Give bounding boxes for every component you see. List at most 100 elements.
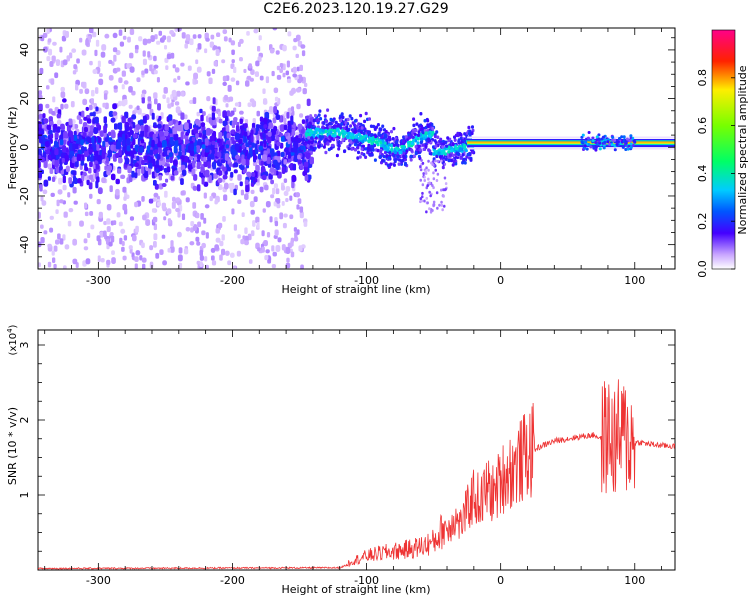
- spectrogram-cell: [602, 146, 606, 150]
- spectrogram-cell: [40, 224, 44, 229]
- spectrogram-cell: [307, 140, 311, 144]
- spectrogram-cell: [118, 149, 122, 156]
- spectrogram-cell: [257, 56, 262, 62]
- spectrogram-cell: [92, 69, 98, 74]
- spectrogram-cell: [122, 203, 128, 211]
- spectrogram-cell: [250, 69, 255, 75]
- spectrogram-cell: [410, 148, 414, 152]
- spectrogram-cell: [88, 104, 93, 111]
- x-tick-label: -100: [354, 574, 379, 587]
- spectrogram-cell: [108, 131, 112, 136]
- spectrogram-cell: [40, 237, 45, 244]
- spectrogram-cell: [349, 124, 353, 128]
- spectrogram-cell: [442, 156, 446, 160]
- spectrogram-cell: [62, 59, 68, 66]
- spectrogram-cell: [210, 152, 215, 160]
- spectrogram-cell: [239, 118, 243, 125]
- spectrogram-cell: [234, 132, 240, 141]
- spectrogram-cell: [235, 80, 240, 86]
- spectrogram-cell: [376, 123, 380, 127]
- spectrogram-cell: [63, 265, 67, 269]
- spectrogram-cell: [132, 133, 138, 139]
- spectrogram-cell: [197, 221, 202, 228]
- spectrogram-cell: [99, 131, 104, 137]
- spectrogram-cell: [310, 136, 314, 140]
- spectrogram-cell: [239, 181, 243, 187]
- spectrogram-cell: [192, 202, 197, 209]
- spectrogram-cell: [129, 52, 134, 59]
- spectrogram-cell: [173, 145, 178, 154]
- y-tick-label: 2: [18, 417, 31, 424]
- spectrogram-cell: [97, 60, 101, 68]
- spectrogram-cell: [224, 182, 229, 190]
- spectrogram-cell: [243, 131, 248, 137]
- spectrogram-cell: [247, 233, 252, 241]
- colorbar-tick-label: 0.4: [696, 165, 709, 183]
- spectrogram-cell: [169, 136, 174, 145]
- spectrogram-cell: [265, 201, 271, 208]
- spectrogram-cell: [108, 75, 114, 81]
- spectrogram-cell: [135, 225, 139, 233]
- spectrogram-cell: [334, 120, 338, 125]
- spectrogram-cell: [39, 183, 43, 192]
- spectrogram-cell: [197, 132, 203, 138]
- spectrogram-cell: [420, 124, 424, 129]
- spectrogram-cell: [461, 153, 465, 157]
- spectrogram-cell: [167, 103, 172, 109]
- spectrogram-cell: [615, 143, 619, 146]
- spectrogram-cell: [425, 210, 428, 214]
- spectrogram-cell: [594, 144, 598, 148]
- spectrogram-cell: [158, 166, 163, 172]
- spectrogram-cell: [64, 103, 69, 109]
- spectrogram-cell: [124, 191, 128, 198]
- spectrogram-cell: [591, 136, 595, 140]
- spectrogram-cell: [626, 147, 630, 151]
- spectrogram-cell: [168, 152, 173, 158]
- spectrogram-cell: [394, 142, 398, 147]
- spectrogram-cell: [400, 159, 404, 163]
- spectrogram-cell: [580, 135, 584, 139]
- spectrogram-cell: [428, 207, 431, 211]
- spectrogram-cell: [233, 66, 237, 74]
- spectrogram-cell: [317, 113, 321, 117]
- spectrogram-cell: [211, 105, 216, 112]
- spectrogram-cell: [360, 126, 364, 130]
- spectrogram-cell: [209, 129, 214, 134]
- spectrogram-cell: [392, 126, 396, 131]
- spectrogram-cell: [445, 144, 449, 148]
- spectrogram-cell: [336, 137, 339, 142]
- spectrogram-cell: [440, 203, 444, 207]
- spectrogram-cell: [234, 143, 240, 151]
- spectrogram-cell: [244, 240, 249, 246]
- spectrogram-cell: [222, 29, 228, 35]
- spectrogram-cell: [167, 218, 172, 224]
- spectrogram-cell: [154, 34, 158, 40]
- spectrogram-cell: [197, 154, 201, 160]
- spectrogram-cell: [132, 138, 136, 145]
- spectrogram-cell: [587, 131, 591, 134]
- spectrogram-cell: [622, 135, 626, 139]
- spectrogram-cell: [428, 149, 432, 153]
- spectrogram-cell: [326, 108, 330, 112]
- spectrogram-cell: [454, 146, 458, 151]
- spectrogram-cell: [222, 166, 227, 172]
- spectrogram-cell: [250, 182, 255, 187]
- spectrogram-cell: [414, 151, 418, 156]
- spectrogram-cell: [52, 257, 56, 264]
- spectrogram-cell: [281, 201, 285, 206]
- spectrogram-cell: [41, 135, 45, 140]
- spectrogram-cell: [387, 136, 391, 140]
- spectrogram-cell: [134, 201, 139, 208]
- spectrogram-cell: [452, 160, 456, 164]
- spectrogram-cell: [228, 96, 234, 102]
- spectrogram-cell: [81, 174, 85, 182]
- spectrogram-cell: [405, 149, 409, 153]
- spectrogram-cell: [250, 209, 255, 215]
- spectrogram-cell: [292, 45, 297, 51]
- y-tick-label: 20: [18, 92, 31, 106]
- spectrogram-cell: [113, 85, 118, 90]
- spectrogram-cell: [447, 146, 451, 150]
- spectrogram-cell: [92, 31, 97, 38]
- spectrogram-cell: [311, 121, 315, 126]
- spectrogram-cell: [256, 110, 260, 117]
